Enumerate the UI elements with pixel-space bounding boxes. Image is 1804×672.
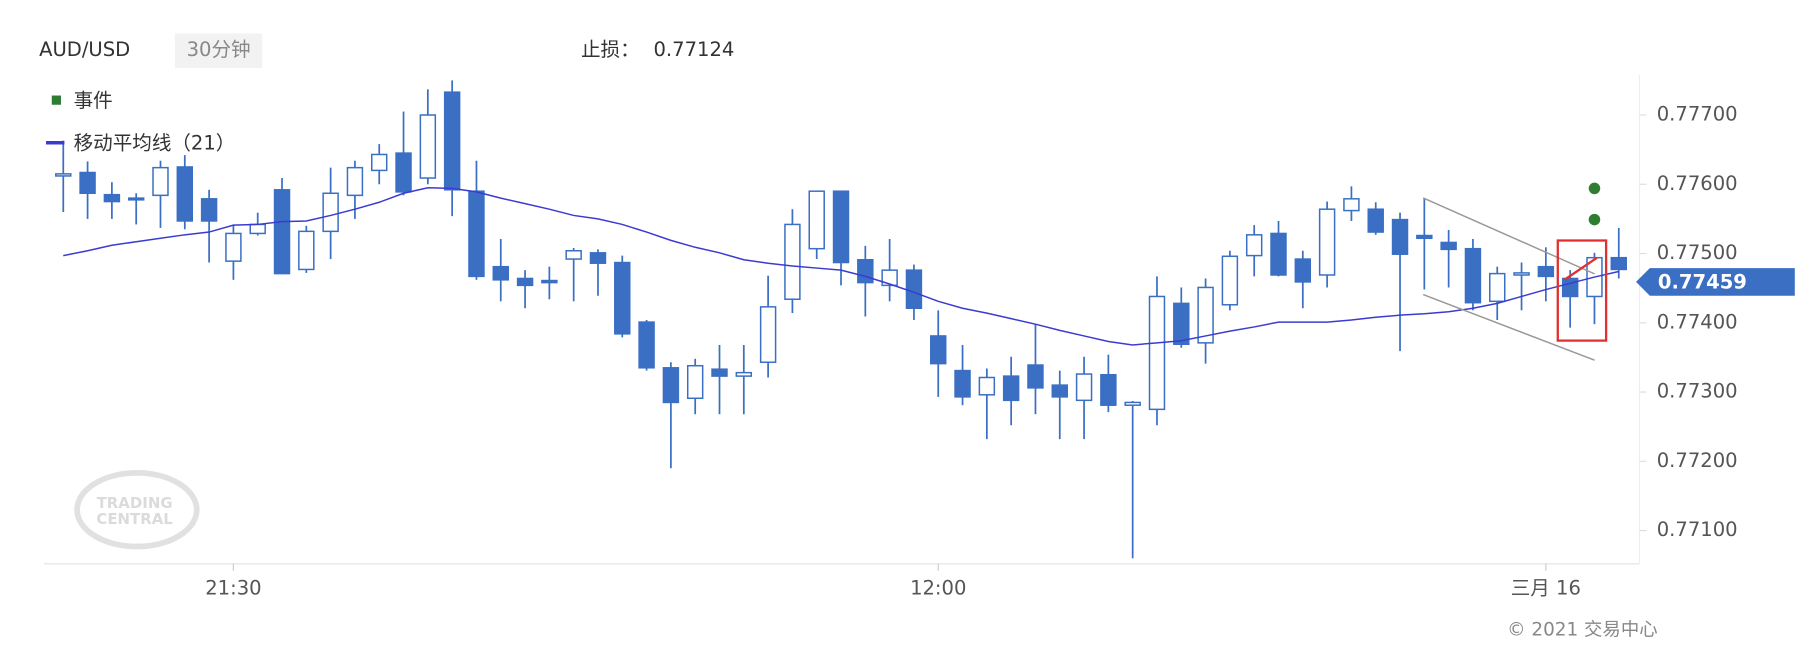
candle-body	[1270, 232, 1287, 276]
candle-body	[1148, 295, 1166, 411]
candle-body	[55, 173, 72, 177]
candle-body	[614, 261, 631, 335]
candle-body	[1367, 208, 1384, 233]
candle-body	[1416, 234, 1433, 240]
candle-body	[419, 114, 437, 179]
candle-body	[322, 192, 339, 233]
candle-body	[686, 364, 704, 400]
candle-body	[832, 190, 850, 264]
candle-body	[1489, 272, 1506, 303]
stop-label: 止损：	[581, 38, 640, 61]
candle-body	[1513, 272, 1530, 276]
candle-body	[1440, 241, 1457, 251]
candle-body	[492, 265, 509, 281]
candle-body	[1318, 208, 1336, 276]
last-price-tag	[1636, 268, 1795, 296]
timeframe: 30分钟	[187, 38, 251, 61]
highlight-box	[1556, 239, 1608, 342]
candle-body	[589, 252, 607, 264]
candle-body	[662, 367, 680, 404]
watermark-text: TRADING	[97, 494, 173, 512]
x-tick-label: 21:30	[205, 577, 261, 600]
y-tick-label: 0.77700	[1657, 103, 1738, 126]
y-tick-label: 0.77400	[1657, 310, 1738, 333]
symbol: AUD/USD	[39, 38, 130, 61]
candle-body	[1221, 255, 1239, 306]
candle-body	[1051, 384, 1068, 398]
candle-body	[516, 277, 534, 287]
candle-body	[346, 166, 364, 197]
candle-body	[541, 279, 558, 284]
candle-body	[273, 189, 291, 275]
legend-label: 移动平均线（21）	[74, 131, 236, 154]
channel-line	[1422, 293, 1595, 361]
candle-body	[565, 250, 582, 260]
candle-body	[200, 198, 218, 222]
watermark-ring	[74, 470, 200, 550]
candle-body	[1075, 373, 1093, 402]
candle-body	[443, 91, 461, 191]
legend-swatch	[51, 95, 61, 105]
candle-body	[1002, 375, 1020, 402]
candle-body	[857, 259, 874, 284]
legend-label: 事件	[74, 89, 113, 112]
candle-body	[711, 368, 728, 377]
candle-body	[1391, 218, 1409, 255]
candle-body	[395, 152, 412, 193]
highlight-arrow	[1564, 256, 1598, 281]
candle-body	[1027, 364, 1044, 389]
y-tick-label: 0.77600	[1657, 172, 1738, 195]
candle-body	[1173, 302, 1190, 345]
x-tick-label: 12:00	[910, 577, 966, 600]
candle-body	[784, 223, 801, 300]
candle-body	[79, 171, 96, 195]
candle-body	[1197, 286, 1214, 344]
timeframe-box	[174, 33, 263, 68]
candle-body	[978, 376, 996, 396]
candle-body	[103, 193, 121, 203]
candle-body	[1464, 247, 1482, 304]
event-dot	[1588, 213, 1601, 226]
channel-line	[1422, 197, 1595, 275]
candle-body	[735, 371, 753, 377]
candle-body	[176, 166, 194, 222]
candle-body	[638, 321, 655, 369]
plot: 0.77100 0.77200 0.77300 0.77400 0.77500 0.776…	[46, 80, 1795, 600]
x-tick-label: 三月 16	[1511, 577, 1581, 600]
candle-body	[1561, 277, 1579, 298]
last-price-label: 0.77459	[1658, 271, 1747, 294]
candle-body	[1537, 265, 1555, 278]
candle-body	[930, 335, 947, 365]
copyright: © 2021 交易中心	[1507, 620, 1657, 641]
candle-body	[954, 369, 971, 398]
candle-body	[808, 190, 825, 250]
y-tick-label: 0.77300	[1657, 380, 1738, 403]
candle-body	[298, 230, 315, 271]
candle-body	[152, 166, 169, 197]
candle-body	[225, 232, 242, 262]
stop-value: 0.77124	[653, 38, 734, 61]
y-tick-label: 0.77200	[1657, 449, 1738, 472]
candle-body	[881, 269, 898, 287]
candle-body	[127, 197, 145, 201]
candle-body	[1245, 234, 1263, 257]
event-dot	[1588, 182, 1601, 195]
candle-body	[371, 153, 388, 172]
candle-body	[1610, 256, 1627, 271]
candle-body	[249, 223, 266, 235]
candle-body	[1124, 401, 1141, 406]
watermark-text: CENTRAL	[96, 510, 173, 528]
candle-body	[1343, 198, 1360, 212]
candle-body	[468, 190, 485, 278]
y-tick-label: 0.77100	[1657, 518, 1738, 541]
candle-body	[905, 269, 923, 309]
candle-body	[1100, 373, 1117, 406]
watermark: TRADING CENTRAL	[74, 470, 200, 550]
annotations	[1422, 197, 1608, 361]
candle-body	[759, 306, 777, 364]
moving-average	[63, 186, 1619, 346]
candle-body	[1294, 258, 1312, 283]
y-tick-label: 0.77500	[1657, 241, 1738, 264]
